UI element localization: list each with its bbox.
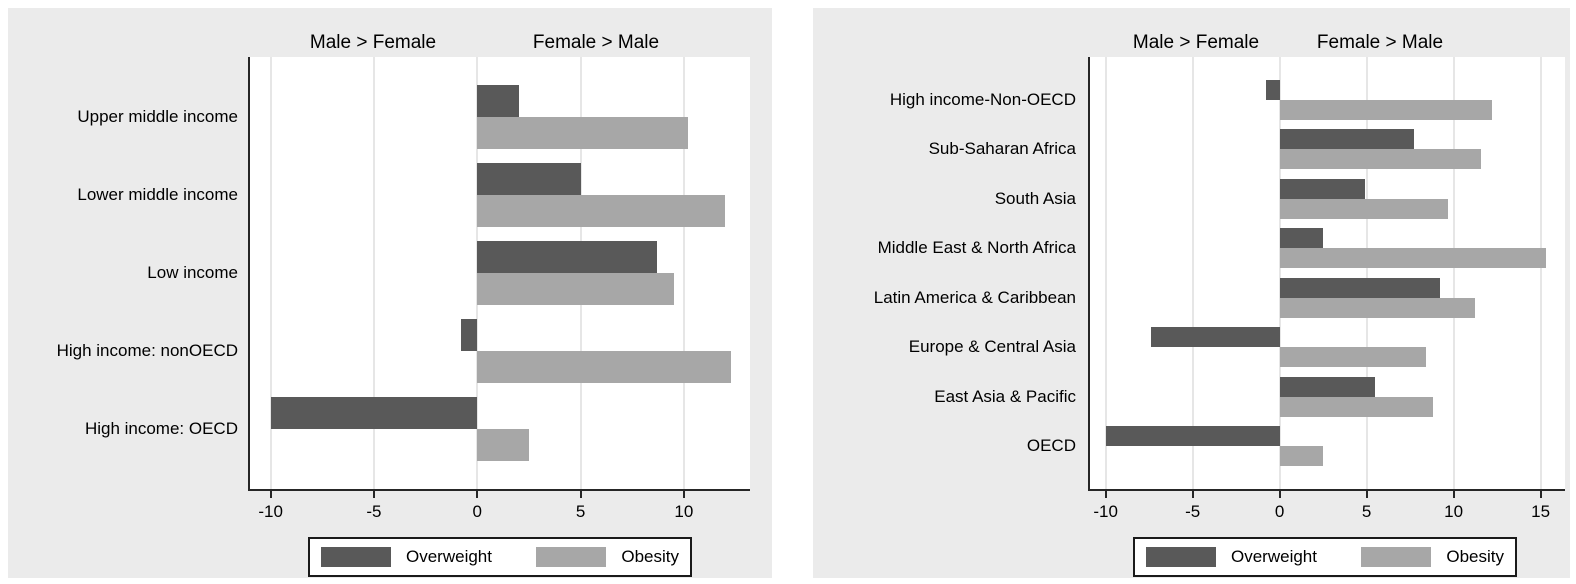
- y-axis-line: [248, 57, 250, 489]
- female-gt-male-title: Female > Male: [1316, 32, 1444, 53]
- bar-overweight-top: [477, 241, 658, 273]
- bar-obesity-bottom: [1279, 446, 1324, 467]
- gridline-x--5: [372, 57, 375, 489]
- x-tick-label: 0: [472, 502, 482, 521]
- category-label: High income: nonOECD: [56, 341, 238, 360]
- gridline-x-10: [682, 57, 685, 489]
- gridline-x-0: [1278, 57, 1281, 489]
- overweight-legend-label: Overweight: [406, 547, 492, 566]
- overweight-swatch: [321, 547, 391, 567]
- x-tick-mark: [1452, 491, 1455, 498]
- male-gt-female-title: Male > Female: [309, 32, 437, 53]
- overweight-legend-entry: Overweight: [321, 547, 492, 567]
- x-tick-mark: [476, 491, 479, 498]
- x-tick-mark: [1278, 491, 1281, 498]
- region-plot-area: [1090, 57, 1565, 489]
- obesity-swatch: [536, 547, 607, 567]
- category-label: Latin America & Caribbean: [873, 287, 1076, 307]
- bar-overweight-top: [1279, 376, 1376, 397]
- obesity-swatch: [1361, 547, 1432, 567]
- bar-obesity-bottom: [1279, 149, 1482, 170]
- x-tick-label: 15: [1531, 502, 1551, 521]
- bar-obesity-bottom: [1279, 297, 1475, 318]
- x-tick-label: 5: [575, 502, 586, 521]
- x-tick-mark: [1365, 491, 1368, 498]
- bar-obesity-bottom: [477, 195, 726, 227]
- gridline-x-15: [1539, 57, 1542, 489]
- region-chart-panel: Male > Female Female > Male Overweight O…: [813, 8, 1570, 578]
- category-label: Upper middle income: [77, 107, 238, 126]
- gridline-x-5: [1365, 57, 1368, 489]
- obesity-legend-entry: Obesity: [536, 547, 679, 567]
- bar-overweight-top: [1105, 426, 1280, 447]
- income-group-chart-panel: Male > Female Female > Male Overweight O…: [8, 8, 772, 578]
- obesity-legend-entry: Obesity: [1361, 547, 1504, 567]
- bar-obesity-bottom: [1279, 396, 1433, 417]
- bar-overweight-top: [477, 85, 519, 117]
- bar-overweight-top: [1279, 228, 1324, 249]
- legend: Overweight Obesity: [1133, 537, 1517, 577]
- gridline-x--10: [1104, 57, 1107, 489]
- legend: Overweight Obesity: [308, 537, 692, 577]
- male-gt-female-title: Male > Female: [1132, 32, 1260, 53]
- x-tick-mark: [269, 491, 272, 498]
- x-tick-mark: [1191, 491, 1194, 498]
- bar-overweight-top: [1279, 129, 1414, 150]
- x-tick-label: -10: [1093, 502, 1118, 521]
- x-tick-label: 10: [1444, 502, 1464, 521]
- overweight-legend-label: Overweight: [1231, 547, 1317, 566]
- gridline-x--5: [1191, 57, 1194, 489]
- obesity-legend-label: Obesity: [621, 547, 679, 566]
- x-tick-label: -5: [1185, 502, 1201, 521]
- obesity-legend-label: Obesity: [1446, 547, 1504, 566]
- bar-obesity-bottom: [1279, 99, 1492, 120]
- x-axis-line: [248, 489, 750, 491]
- bar-obesity-bottom: [477, 351, 732, 383]
- category-label: Lower middle income: [77, 185, 238, 204]
- overweight-swatch: [1146, 547, 1216, 567]
- x-tick-mark: [579, 491, 582, 498]
- overweight-legend-entry: Overweight: [1146, 547, 1317, 567]
- x-axis-line: [1088, 489, 1565, 491]
- x-tick-mark: [372, 491, 375, 498]
- bar-overweight-top: [1279, 277, 1440, 298]
- bar-obesity-bottom: [1279, 347, 1426, 368]
- bar-obesity-bottom: [1279, 248, 1546, 269]
- category-label: Middle East & North Africa: [877, 238, 1076, 258]
- bar-obesity-bottom: [477, 273, 674, 305]
- x-tick-label: 5: [1361, 502, 1372, 521]
- category-label: Europe & Central Asia: [908, 337, 1076, 357]
- x-tick-label: 0: [1274, 502, 1285, 521]
- gridline-x-10: [1452, 57, 1455, 489]
- bar-overweight-top: [460, 319, 478, 351]
- bar-overweight-top: [477, 163, 581, 195]
- bar-overweight-top: [1279, 178, 1365, 199]
- gridline-x--10: [269, 57, 272, 489]
- bar-obesity-bottom: [1279, 198, 1449, 219]
- category-label: High income: OECD: [84, 419, 238, 438]
- bar-overweight-top: [1150, 327, 1280, 348]
- x-tick-label: 10: [674, 502, 694, 521]
- female-gt-male-title: Female > Male: [532, 32, 660, 53]
- category-label: East Asia & Pacific: [934, 386, 1076, 406]
- category-label: OECD: [1026, 436, 1076, 456]
- category-label: High income-Non-OECD: [889, 89, 1076, 109]
- bar-overweight-top: [270, 397, 478, 429]
- bar-obesity-bottom: [477, 117, 688, 149]
- bar-overweight-top: [1265, 79, 1280, 100]
- x-tick-mark: [1539, 491, 1542, 498]
- y-axis-line: [1088, 57, 1090, 489]
- x-tick-mark: [1104, 491, 1107, 498]
- bar-obesity-bottom: [477, 429, 529, 461]
- x-tick-label: -5: [366, 502, 382, 521]
- x-tick-mark: [682, 491, 685, 498]
- category-label: Low income: [147, 263, 238, 282]
- income-plot-area: [250, 57, 750, 489]
- category-label: Sub-Saharan Africa: [928, 139, 1076, 159]
- category-label: South Asia: [994, 188, 1076, 208]
- x-tick-label: -10: [258, 502, 283, 521]
